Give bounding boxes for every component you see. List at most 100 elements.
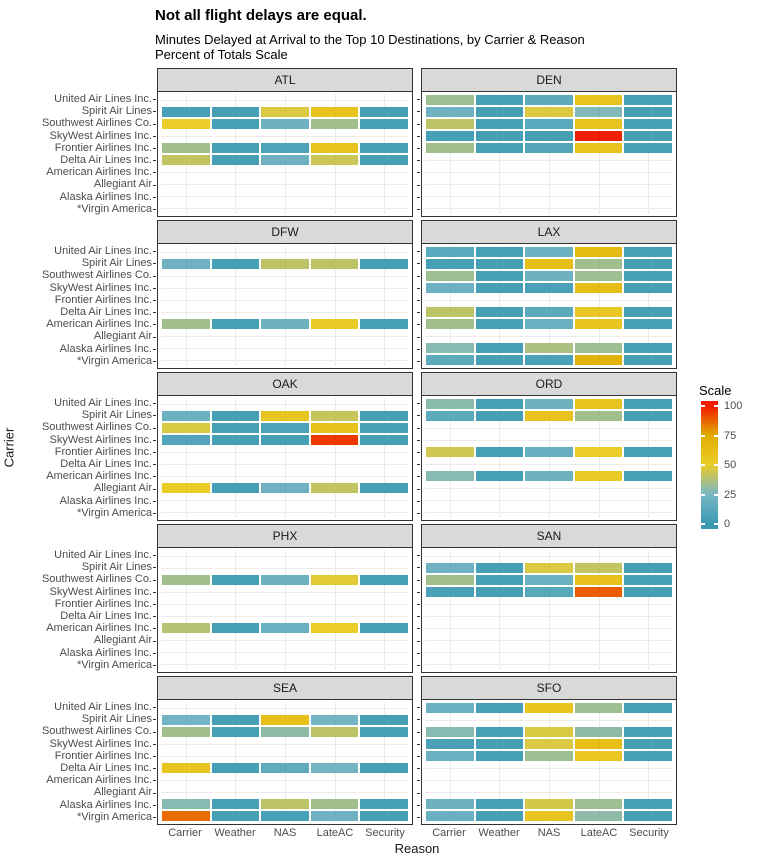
gridline-vertical <box>648 550 650 670</box>
tile-lax-alaska-airlines-inc-nas <box>525 342 573 354</box>
tile-san-southwest-airlines-co-carrier <box>425 574 474 586</box>
y-axis-tick <box>153 337 156 338</box>
y-tick-label-delta-air-lines-inc: Delta Air Lines Inc. <box>60 154 152 166</box>
tile-san-southwest-airlines-co-weather <box>475 574 524 586</box>
tile-atl-southwest-airlines-co-carrier <box>161 118 210 130</box>
tile-oak-skywest-airlines-inc-carrier <box>161 434 210 446</box>
y-axis-tick <box>417 288 420 289</box>
gridline-horizontal <box>425 172 673 173</box>
gridline-horizontal <box>425 792 673 793</box>
y-tick-label-united-air-lines-inc: United Air Lines Inc. <box>54 397 152 409</box>
tile-lax-american-airlines-inc-carrier <box>425 318 474 330</box>
tile-sfo-frontier-airlines-inc-weather <box>475 750 524 762</box>
gridline-horizontal <box>161 208 409 209</box>
legend-tick-label-0: 0 <box>724 518 731 530</box>
tile-den-skywest-airlines-inc-carrier <box>425 130 474 142</box>
tile-sea-delta-air-lines-inc-nas <box>261 762 309 774</box>
tile-san-spirit-air-lines-nas <box>525 562 573 574</box>
y-axis-tick <box>417 817 420 818</box>
tile-atl-delta-air-lines-inc-nas <box>261 154 309 166</box>
tile-sea-alaska-airlines-inc-nas <box>261 798 309 810</box>
y-tick-label-skywest-airlines-inc: SkyWest Airlines Inc. <box>49 281 153 294</box>
facet-strip-sea: SEA <box>157 676 413 700</box>
gridline-vertical <box>334 702 336 822</box>
tile-lax-spirit-air-lines-lateac <box>574 258 623 270</box>
tile-atl-spirit-air-lines-nas <box>261 106 309 118</box>
tile-atl-spirit-air-lines-carrier <box>161 106 210 118</box>
tile-lax-skywest-airlines-inc-carrier <box>425 282 474 294</box>
y-axis-tick <box>153 464 156 465</box>
y-axis-tick <box>153 276 156 277</box>
gridline-horizontal <box>425 160 673 161</box>
tile-lax-american-airlines-inc-nas <box>525 318 573 330</box>
y-axis-tick <box>417 172 420 173</box>
tile-oak-skywest-airlines-inc-security <box>360 434 408 446</box>
tile-oak-spirit-air-lines-nas <box>261 410 309 422</box>
legend-colorbar <box>701 401 718 529</box>
gridline-vertical <box>598 246 600 366</box>
y-axis-tick <box>417 440 420 441</box>
y-tick-label-spirit-air-lines: Spirit Air Lines <box>81 409 152 422</box>
gridline-vertical <box>185 398 187 518</box>
y-axis-tick <box>153 641 156 642</box>
y-tick-label-allegiant-air: Allegiant Air <box>93 786 152 799</box>
tile-den-southwest-airlines-co-lateac <box>574 118 623 130</box>
y-tick-label-southwest-airlines-co: Southwest Airlines Co. <box>41 421 152 434</box>
y-tick-label-southwest-airlines-co: Southwest Airlines Co. <box>41 269 152 282</box>
gridline-vertical <box>449 94 451 214</box>
gridline-horizontal <box>425 208 673 209</box>
legend-tick-mark <box>701 523 705 525</box>
tile-dfw-spirit-air-lines-security <box>360 258 408 270</box>
tile-oak-allegiant-air-security <box>360 482 408 494</box>
y-tick-label-alaska-airlines-inc: Alaska Airlines Inc. <box>59 646 152 659</box>
tile-sfo-virgin-america-weather <box>475 810 524 822</box>
tile-sea-spirit-air-lines-carrier <box>161 714 210 726</box>
y-axis-tick <box>417 148 420 149</box>
y-axis-tick <box>153 99 156 100</box>
tile-sfo-alaska-airlines-inc-carrier <box>425 798 474 810</box>
gridline-horizontal <box>425 768 673 769</box>
legend-tick-label-50: 50 <box>724 459 737 471</box>
gridline-vertical <box>549 94 550 214</box>
y-axis-tick <box>417 555 420 556</box>
y-axis-tick <box>417 312 420 313</box>
tile-lax-alaska-airlines-inc-carrier <box>425 342 474 354</box>
tile-dfw-spirit-air-lines-nas <box>261 258 309 270</box>
tile-dfw-american-airlines-inc-lateac <box>310 318 359 330</box>
tile-sfo-frontier-airlines-inc-nas <box>525 750 573 762</box>
tile-sea-delta-air-lines-inc-carrier <box>161 762 210 774</box>
tile-phx-american-airlines-inc-security <box>360 622 408 634</box>
tile-dfw-spirit-air-lines-weather <box>211 258 260 270</box>
tile-lax-virgin-america-nas <box>525 354 573 366</box>
tile-sea-southwest-airlines-co-nas <box>261 726 309 738</box>
tile-ord-united-air-lines-inc-security <box>624 398 672 410</box>
gridline-horizontal <box>425 196 673 197</box>
y-tick-label-alaska-airlines-inc: Alaska Airlines Inc. <box>59 798 152 811</box>
y-axis-tick <box>417 276 420 277</box>
y-axis-tick <box>417 111 420 112</box>
tile-phx-southwest-airlines-co-weather <box>211 574 260 586</box>
y-axis-tick <box>153 349 156 350</box>
gridline-vertical <box>285 550 286 670</box>
tile-sea-virgin-america-nas <box>261 810 309 822</box>
tile-oak-allegiant-air-weather <box>211 482 260 494</box>
gridline-vertical <box>185 702 187 822</box>
y-axis-tick <box>153 793 156 794</box>
y-axis-tick <box>153 251 156 252</box>
y-axis-tick <box>417 349 420 350</box>
gridline-horizontal <box>425 652 673 653</box>
y-axis-tick <box>417 124 420 125</box>
gridline-horizontal <box>161 652 409 653</box>
panel-grid-oak <box>161 398 409 518</box>
gridline-vertical <box>598 702 600 822</box>
y-axis-tick <box>417 99 420 100</box>
tile-dfw-spirit-air-lines-carrier <box>161 258 210 270</box>
gridline-horizontal <box>161 512 409 513</box>
gridline-vertical <box>334 94 336 214</box>
gridline-horizontal <box>425 780 673 781</box>
tile-sfo-skywest-airlines-inc-lateac <box>574 738 623 750</box>
tile-atl-frontier-airlines-inc-carrier <box>161 142 210 154</box>
y-axis-tick <box>153 817 156 818</box>
panel-grid-den <box>425 94 673 214</box>
tile-lax-american-airlines-inc-lateac <box>574 318 623 330</box>
